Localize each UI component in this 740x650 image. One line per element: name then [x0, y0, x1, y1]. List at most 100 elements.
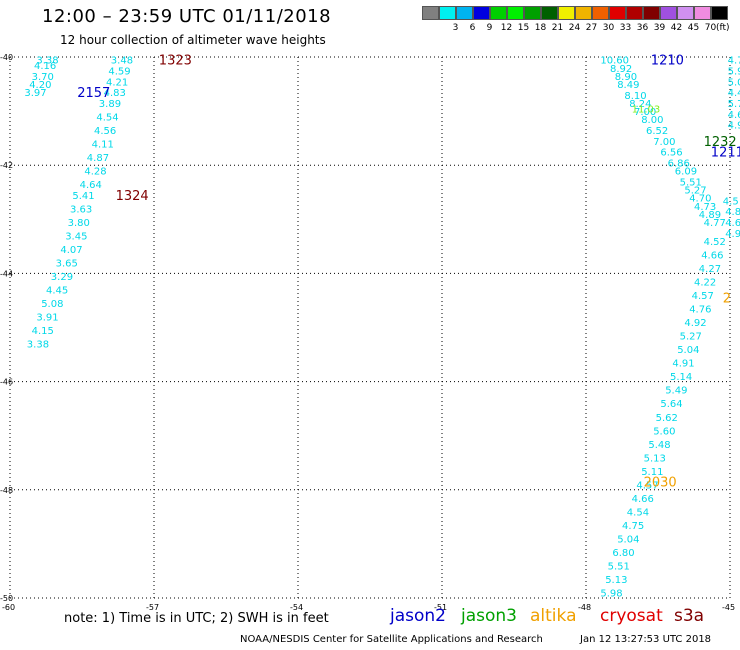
color-scale-label: 45: [687, 23, 700, 33]
pass-time-label: 1210: [651, 54, 684, 69]
color-scale-swatch: [507, 6, 524, 20]
color-scale-label: 24: [568, 23, 581, 33]
wave-height-value: 5.13: [644, 453, 666, 464]
wave-height-value: 5.27: [680, 332, 702, 343]
color-scale-swatch: [473, 6, 490, 20]
wave-height-value: 3.70: [32, 72, 54, 83]
wave-height-value: 4.9: [725, 229, 740, 240]
color-scale-swatch: [592, 6, 609, 20]
wave-height-value: 4.07: [60, 245, 82, 256]
wave-height-value: 5.0: [728, 77, 740, 88]
lat-tick-label: -44: [0, 269, 13, 278]
pass-time-label: 2: [723, 292, 731, 307]
color-scale-label: 30: [602, 23, 615, 33]
wave-height-value: 8.49: [617, 80, 639, 91]
wave-height-value: 4.92: [684, 318, 706, 329]
wave-height-value: 5.08: [41, 299, 63, 310]
wave-height-value: 3.63: [70, 204, 92, 215]
pass-time-label: 2157: [77, 86, 110, 101]
legend-cryosat: cryosat: [600, 606, 663, 626]
lon-tick-label: -57: [146, 603, 159, 612]
lon-tick-label: -48: [578, 603, 591, 612]
wave-height-value: 4.77: [704, 218, 726, 229]
wave-height-value: 3.38: [27, 340, 49, 351]
wave-height-value: 4.9: [728, 121, 740, 132]
wave-height-value: 11.03: [632, 104, 661, 115]
color-scale-label: 27: [585, 23, 598, 33]
color-scale-swatch: [456, 6, 473, 20]
color-scale-swatch: [694, 6, 711, 20]
lon-tick-label: -51: [434, 603, 447, 612]
wave-height-value: 4.20: [29, 80, 51, 91]
wave-height-value: 4.4: [728, 88, 740, 99]
color-scale-swatch: [524, 6, 541, 20]
wave-height-value: 3.65: [56, 259, 78, 270]
wave-height-value: 5.41: [72, 191, 94, 202]
wave-height-value: 10.60: [600, 56, 629, 67]
wave-height-value: 7.00: [653, 137, 675, 148]
wave-height-value: 4.45: [46, 286, 68, 297]
wave-height-value: 5.98: [600, 589, 622, 600]
color-scale-label: 21: [551, 23, 564, 33]
lat-tick-label: -40: [0, 53, 13, 62]
wave-height-value: 5.51: [608, 562, 630, 573]
color-scale-swatch: [660, 6, 677, 20]
wave-height-value: 3.91: [36, 313, 58, 324]
color-scale-label: 33: [619, 23, 632, 33]
wave-height-value: 4.73: [694, 202, 716, 213]
wave-height-value: 4.8: [725, 207, 740, 218]
color-scale-unit: (ft): [716, 23, 730, 33]
color-scale-label: 9: [486, 23, 493, 33]
color-scale-swatch: [643, 6, 660, 20]
wave-height-value: 6.09: [675, 167, 697, 178]
note-text: note: 1) Time is in UTC; 2) SWH is in fe…: [64, 611, 329, 626]
wave-height-value: 6.86: [668, 158, 690, 169]
wave-height-value: 3.45: [65, 232, 87, 243]
lon-tick-label: -60: [2, 603, 15, 612]
wave-height-value: 8.24: [629, 99, 651, 110]
wave-height-value: 5.51: [680, 177, 702, 188]
lat-tick-label: -42: [0, 161, 13, 170]
wave-height-value: 4.27: [699, 264, 721, 275]
color-scale-swatch: [439, 6, 456, 20]
wave-height-value: 6.52: [646, 126, 668, 137]
wave-height-value: 4.6: [725, 218, 740, 229]
wave-height-value: 5.11: [641, 467, 663, 478]
lon-tick-label: -45: [722, 603, 735, 612]
color-scale-label: 6: [469, 23, 476, 33]
wave-height-value: 5.14: [670, 372, 692, 383]
wave-height-value: 4.11: [92, 140, 114, 151]
color-scale-label: 12: [500, 23, 513, 33]
color-scale-swatch: [677, 6, 694, 20]
page-title: 12:00 – 23:59 UTC 01/11/2018: [42, 6, 332, 27]
pass-time-label: 1232: [704, 135, 737, 150]
wave-height-value: 8.92: [610, 64, 632, 75]
color-scale-label: 18: [534, 23, 547, 33]
wave-height-value: 5.60: [653, 426, 675, 437]
pass-time-label: 2030: [644, 476, 677, 491]
pass-time-label: 1211: [711, 146, 740, 161]
wave-height-value: 4.15: [32, 326, 54, 337]
wave-height-value: 4.6: [728, 110, 740, 121]
color-scale-label: 3: [452, 23, 459, 33]
color-scale-label: 36: [636, 23, 649, 33]
wave-height-value: 6.80: [612, 548, 634, 559]
wave-height-value: 5.62: [656, 413, 678, 424]
legend-jason3: jason3: [461, 606, 517, 626]
wave-height-value: 4.21: [106, 77, 128, 88]
wave-height-value: 8.10: [624, 91, 646, 102]
wave-height-value: 3.89: [99, 99, 121, 110]
color-scale-label: 70: [704, 23, 717, 33]
color-scale-label: 39: [653, 23, 666, 33]
legend-altika: altika: [530, 606, 577, 626]
wave-height-value: 5.64: [660, 399, 682, 410]
wave-height-value: 4.7: [728, 56, 740, 67]
wave-height-value: 7.00: [634, 107, 656, 118]
wave-height-value: 4.57: [636, 480, 658, 491]
wave-height-value: 4.66: [632, 494, 654, 505]
lat-tick-label: -50: [0, 594, 13, 603]
lat-tick-label: -48: [0, 486, 13, 495]
wave-height-value: 4.59: [108, 67, 130, 78]
wave-height-value: 5.49: [665, 386, 687, 397]
